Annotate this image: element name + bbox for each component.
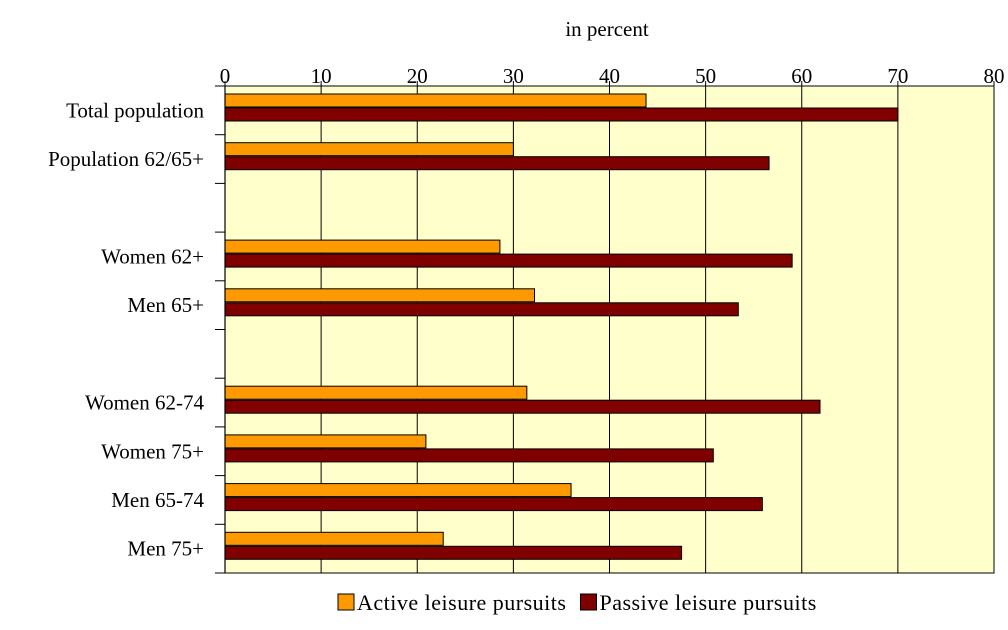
bar-passive [224,156,770,171]
category-label: Total population [66,98,204,122]
legend-label-active: Active leisure pursuits [357,590,566,615]
bar-passive [224,107,899,122]
x-tick-label: 80 [984,64,1005,88]
bar-active [224,531,444,546]
bar-active [224,93,647,108]
x-tick-label: 40 [599,64,620,88]
x-tick-labels: 0 10 20 30 40 50 60 70 80 [220,64,1005,88]
legend-swatch-passive [579,593,597,611]
x-tick-label: 50 [695,64,716,88]
bar-active [224,288,536,303]
legend-label-passive: Passive leisure pursuits [599,590,816,615]
category-label: Women 62+ [101,244,204,268]
legend-swatch-active [337,593,355,611]
category-label: Women 75+ [101,439,204,463]
bar-passive [224,399,821,414]
bar-passive [224,545,683,560]
x-tick-label: 20 [407,64,428,88]
x-tick-label: 30 [503,64,524,88]
bar-passive [224,302,739,317]
bar-active [224,385,528,400]
x-tick-label: 0 [220,64,231,88]
category-label: Men 65-74 [111,488,204,512]
category-label: Women 62-74 [85,391,205,415]
x-tick-label: 70 [887,64,908,88]
x-tick-label: 60 [791,64,812,88]
category-label: Population 62/65+ [48,147,204,171]
y-axis [215,85,226,574]
bar-active [224,239,501,254]
category-labels: Total population Population 62/65+ Women 6… [48,98,204,560]
bar-active [224,434,427,449]
category-label: Men 75+ [127,537,204,561]
legend: Active leisure pursuits Passive leisure p… [337,590,816,615]
x-axis-title: in percent [565,17,649,41]
x-tick-label: 10 [311,64,332,88]
bar-passive [224,253,793,268]
bar-active [224,142,514,157]
bar-active [224,483,572,498]
bar-passive [224,448,714,463]
category-label: Men 65+ [127,293,204,317]
bar-passive [224,497,763,512]
